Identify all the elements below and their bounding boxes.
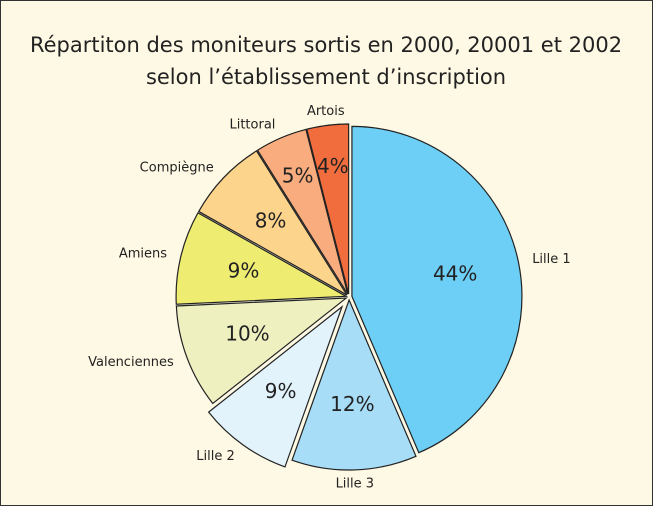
pie-slice [175, 297, 349, 405]
category-label: Lille 2 [196, 449, 234, 464]
pie-slice [207, 304, 344, 468]
value-label: 4% [317, 154, 349, 178]
value-label: 12% [330, 392, 374, 416]
pie-slice [175, 212, 349, 305]
pie-slice [256, 128, 349, 295]
value-label: 44% [433, 262, 477, 286]
category-label: Lille 1 [532, 252, 570, 267]
value-label: 9% [228, 258, 260, 282]
pie-slice [291, 298, 417, 471]
pie-slice [197, 150, 348, 296]
pie-slice [306, 123, 350, 295]
category-label: Compiègne [140, 160, 214, 175]
value-label: 5% [282, 164, 314, 188]
pie-slice [351, 125, 523, 454]
chart-title: Répartiton des moniteurs sortis en 2000,… [30, 33, 622, 57]
category-label: Artois [307, 104, 345, 119]
category-label: Lille 3 [336, 476, 374, 491]
category-label: Littoral [229, 118, 275, 133]
value-label: 9% [265, 379, 297, 403]
category-label: Valenciennes [88, 355, 174, 370]
chart-title: selon l’établissement d’inscription [146, 65, 506, 89]
value-label: 10% [225, 321, 269, 345]
value-label: 8% [255, 209, 287, 233]
category-label: Amiens [119, 246, 167, 261]
